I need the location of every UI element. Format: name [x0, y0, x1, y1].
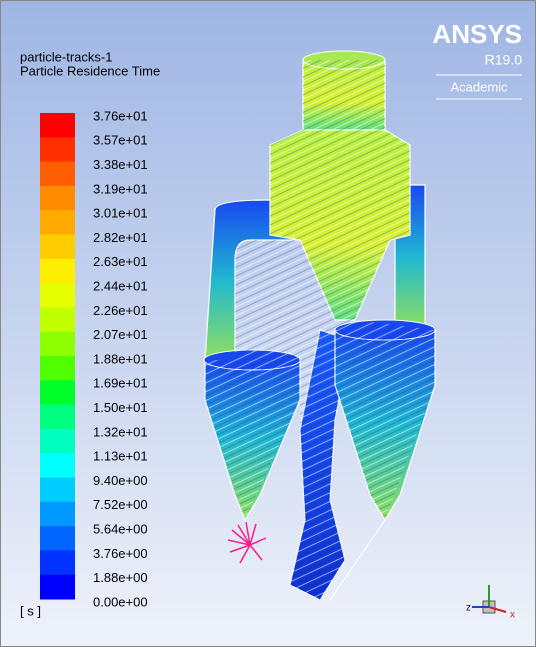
logo-version: R19.0 — [485, 52, 523, 68]
legend-label: 1.32e+01 — [93, 424, 148, 439]
legend-label: 1.88e+00 — [93, 570, 148, 585]
legend-subtitle: Particle Residence Time — [20, 63, 160, 78]
geometry — [202, 50, 442, 610]
colorbar: 3.76e+01 3.57e+01 3.38e+01 3.19e+01 3.01e+01… — [40, 108, 148, 609]
color-band — [40, 307, 75, 332]
legend-label: 3.01e+01 — [93, 206, 148, 221]
color-band — [40, 235, 75, 260]
legend-label: 3.19e+01 — [93, 181, 148, 196]
legend-unit: [ s ] — [20, 603, 41, 618]
legend-label: 3.57e+01 — [93, 133, 148, 148]
legend-label: 3.76e+01 — [93, 108, 148, 123]
color-band — [40, 113, 75, 138]
legend-label: 2.07e+01 — [93, 327, 148, 342]
legend-label: 1.50e+01 — [93, 400, 148, 415]
legend-label: 3.38e+01 — [93, 157, 148, 172]
color-band — [40, 502, 75, 527]
legend-label: 2.63e+01 — [93, 254, 148, 269]
color-band — [40, 526, 75, 551]
color-band — [40, 162, 75, 187]
color-band — [40, 380, 75, 405]
legend-label: 2.26e+01 — [93, 303, 148, 318]
legend-label: 7.52e+00 — [93, 497, 148, 512]
legend-label: 2.82e+01 — [93, 230, 148, 245]
legend-label: 1.88e+01 — [93, 351, 148, 366]
color-band — [40, 210, 75, 235]
legend-title: particle-tracks-1 — [20, 49, 112, 64]
color-band — [40, 137, 75, 162]
legend-label: 9.40e+00 — [93, 473, 148, 488]
color-band — [40, 453, 75, 478]
legend-label: 5.64e+00 — [93, 522, 148, 537]
color-band — [40, 575, 75, 600]
logo-edition: Academic — [450, 79, 508, 94]
color-band — [40, 259, 75, 284]
color-band — [40, 356, 75, 381]
legend-label: 1.13e+01 — [93, 449, 148, 464]
color-band — [40, 478, 75, 503]
color-band — [40, 283, 75, 308]
color-band — [40, 429, 75, 454]
color-band — [40, 550, 75, 575]
triad-label: x — [510, 610, 515, 621]
legend-label: 1.69e+01 — [93, 376, 148, 391]
color-band — [40, 186, 75, 211]
color-band — [40, 405, 75, 430]
legend-label: 3.76e+00 — [93, 546, 148, 561]
triad-label: z — [466, 603, 471, 614]
logo-name: ANSYS — [432, 19, 522, 49]
legend-label: 2.44e+01 — [93, 279, 148, 294]
legend-label: 0.00e+00 — [93, 594, 148, 609]
color-band — [40, 332, 75, 357]
fluent-view: particle-tracks-1 Particle Residence Tim… — [0, 0, 536, 647]
